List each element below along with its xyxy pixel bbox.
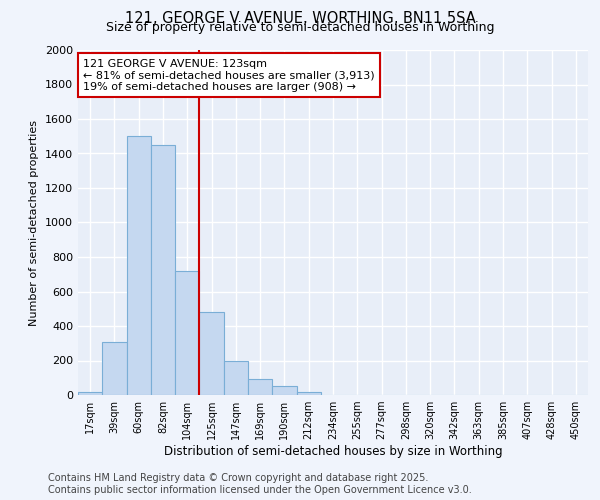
Bar: [151, 145, 175, 395]
Y-axis label: Number of semi-detached properties: Number of semi-detached properties: [29, 120, 40, 326]
Bar: [296, 392, 321, 395]
Text: 121, GEORGE V AVENUE, WORTHING, BN11 5SA: 121, GEORGE V AVENUE, WORTHING, BN11 5SA: [125, 11, 475, 26]
Bar: [102, 342, 127, 395]
Bar: [248, 380, 272, 395]
Text: Size of property relative to semi-detached houses in Worthing: Size of property relative to semi-detach…: [106, 21, 494, 34]
Text: Contains HM Land Registry data © Crown copyright and database right 2025.
Contai: Contains HM Land Registry data © Crown c…: [48, 474, 472, 495]
Bar: [175, 271, 199, 395]
Bar: [224, 360, 248, 395]
Text: 121 GEORGE V AVENUE: 123sqm
← 81% of semi-detached houses are smaller (3,913)
19: 121 GEORGE V AVENUE: 123sqm ← 81% of sem…: [83, 58, 375, 92]
Bar: [272, 386, 296, 395]
Bar: [78, 392, 102, 395]
X-axis label: Distribution of semi-detached houses by size in Worthing: Distribution of semi-detached houses by …: [164, 445, 502, 458]
Bar: [127, 136, 151, 395]
Bar: [199, 312, 224, 395]
